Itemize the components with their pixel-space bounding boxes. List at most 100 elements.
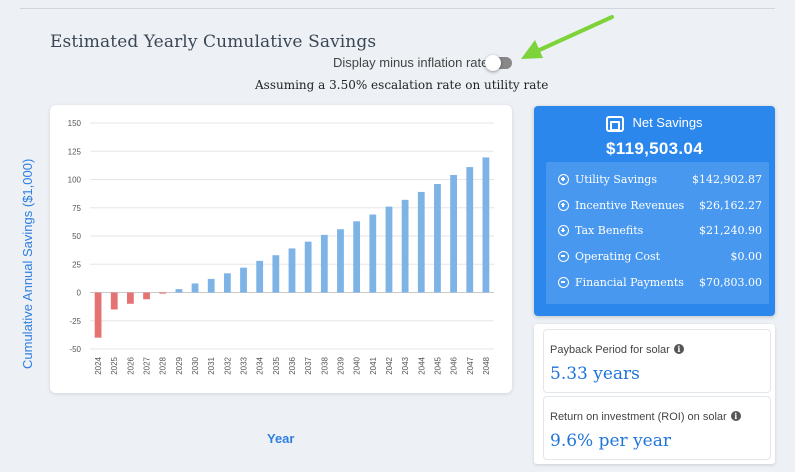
bar [159,292,167,294]
payback-card: Payback Period for solar i 5.33 years [544,330,770,392]
x-tick-label: 2029 [175,356,184,374]
breakdown-value: $142,902.87 [692,173,762,186]
roi-caption: Return on investment (ROI) on solar i [550,411,741,423]
x-tick-label: 2044 [417,356,426,374]
bar [272,255,280,293]
x-tick-label: 2034 [256,356,265,374]
y-tick-label: 25 [72,260,81,269]
breakdown-label: Incentive Revenues [575,198,685,212]
net-savings-card: Net Savings $119,503.04 Utility Savings … [534,106,775,316]
x-tick-label: 2024 [94,356,103,374]
bar [482,157,490,293]
roi-card: Return on investment (ROI) on solar i 9.… [544,397,770,459]
bar [466,167,474,293]
x-tick-label: 2046 [450,356,459,374]
bar [353,221,361,293]
bar [207,278,215,293]
bar [417,191,425,293]
y-tick-label: 150 [68,119,82,128]
x-tick-label: 2033 [240,356,249,374]
payback-caption-text: Payback Period for solar [550,344,670,356]
bar [401,199,409,293]
bar [127,292,134,304]
y-tick-label: 100 [68,176,82,185]
y-tick-label: -50 [69,345,81,354]
minus-circle-icon [558,276,569,288]
info-icon[interactable]: i [730,411,741,421]
breakdown-label: Tax Benefits [575,224,644,238]
net-savings-total: $119,503.04 [606,139,703,158]
x-tick-label: 2039 [336,356,345,374]
x-tick-label: 2037 [304,356,313,374]
bar [240,267,247,293]
escalation-subtitle: Assuming a 3.50% escalation rate on util… [255,78,549,92]
breakdown-label: Utility Savings [575,173,657,186]
y-tick-label: 75 [72,204,81,213]
info-icon[interactable]: i [673,344,684,354]
breakdown-row-utility-savings[interactable]: Utility Savings $142,902.87 [546,172,769,198]
bar [288,248,296,293]
x-axis-label: Year [267,431,295,446]
bar [385,206,393,293]
breakdown-value: $21,240.90 [699,224,762,238]
breakdown-row-incentive-revenues[interactable]: Incentive Revenues $26,162.27 [546,198,769,224]
bar [434,184,441,293]
breakdown-value: $70,803.00 [699,275,762,289]
inflation-toggle-label: Display minus inflation rate [333,55,489,70]
breakdown-label: Operating Cost [575,250,661,264]
breakdown-value: $0.00 [730,250,763,264]
x-tick-label: 2048 [482,356,491,374]
x-tick-label: 2035 [272,356,281,374]
x-tick-label: 2025 [110,356,119,374]
y-tick-label: -25 [69,317,81,326]
breakdown-row-financial-payments[interactable]: Financial Payments $70,803.00 [546,275,769,301]
y-tick-label: 50 [72,232,81,241]
payback-caption: Payback Period for solar i [550,344,684,356]
inflation-toggle[interactable] [485,55,512,71]
bar [94,292,102,338]
net-savings-header: Net Savings [534,115,775,132]
roi-value: 9.6% per year [550,431,671,451]
roi-caption-text: Return on investment (ROI) on solar [550,411,727,423]
bar [223,273,231,293]
x-tick-label: 2026 [126,356,135,374]
breakdown-label: Financial Payments [575,275,684,289]
plus-circle-icon [558,199,569,211]
y-tick-label: 125 [68,147,82,156]
minus-circle-icon [558,251,569,263]
payback-value: 5.33 years [550,364,640,384]
bar [175,289,183,293]
x-tick-label: 2043 [401,356,410,374]
breakdown-row-tax-benefits[interactable]: Tax Benefits $21,240.90 [546,223,769,249]
bar [143,292,150,300]
wallet-icon [606,115,625,132]
page-title: Estimated Yearly Cumulative Savings [50,32,377,52]
x-tick-label: 2045 [433,356,442,374]
toggle-knob[interactable] [485,55,501,71]
bar [450,174,457,293]
x-tick-label: 2036 [288,356,297,374]
x-tick-label: 2027 [143,356,152,374]
net-savings-breakdown: Utility Savings $142,902.87 Incentive Re… [546,162,769,304]
x-tick-label: 2042 [385,356,394,374]
y-tick-label: 0 [77,289,82,298]
breakdown-value: $26,162.27 [699,198,762,212]
x-tick-label: 2041 [369,356,378,374]
x-tick-label: 2030 [191,356,200,374]
bar [304,241,312,293]
x-tick-label: 2047 [466,356,475,374]
net-savings-title: Net Savings [632,115,703,130]
bar [320,234,328,293]
breakdown-row-operating-cost[interactable]: Operating Cost $0.00 [546,249,769,275]
plus-circle-icon [558,225,569,237]
x-tick-label: 2028 [159,356,168,374]
annotation-arrow-icon [521,15,614,59]
x-tick-label: 2040 [353,356,362,374]
x-tick-label: 2031 [207,356,216,374]
bar [191,283,199,293]
top-divider [20,8,775,9]
x-tick-label: 2038 [320,356,329,374]
x-tick-label: 2032 [223,356,232,374]
bar [369,214,377,293]
